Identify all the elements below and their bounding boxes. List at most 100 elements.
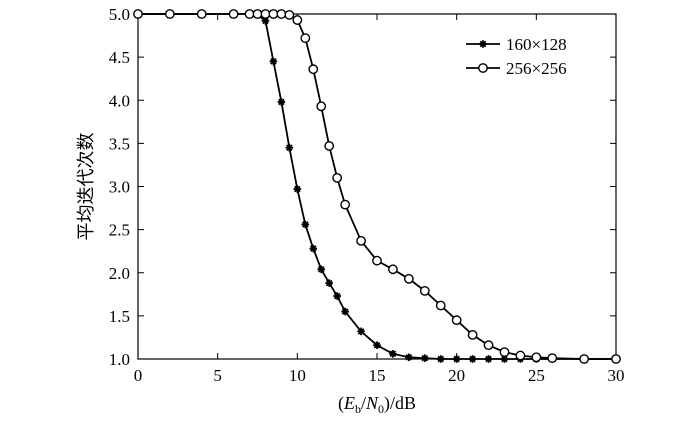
asterisk-stroke [341, 308, 349, 315]
circle-marker [228, 9, 239, 19]
circle-marker [403, 273, 414, 284]
circle-marker [611, 354, 621, 364]
circle-marker [316, 101, 327, 112]
circle-marker [196, 9, 207, 19]
x-axis-label: (Eb/N0)/dB [338, 393, 416, 416]
asterisk-marker [269, 57, 278, 66]
asterisk-stroke [453, 355, 460, 363]
x-tick-label: 15 [369, 366, 386, 385]
asterisk-stroke [469, 355, 476, 363]
asterisk-stroke [325, 279, 333, 287]
circle-marker [515, 350, 526, 361]
asterisk-marker [484, 355, 493, 363]
y-tick-label: 3.0 [109, 178, 130, 197]
asterisk-marker [277, 98, 286, 106]
legend-entry: 160×128 [466, 35, 567, 54]
asterisk-marker [452, 355, 461, 363]
y-axis-ticks: 1.0 1.5 2.0 2.5 3.0 3.5 4.0 4.5 5.0 [109, 5, 616, 369]
circle-marker [356, 235, 366, 246]
asterisk-marker [357, 327, 365, 336]
asterisk-marker [301, 220, 310, 229]
x-tick-label: 30 [608, 366, 625, 385]
circle-marker [260, 9, 271, 19]
asterisk-marker [405, 353, 413, 362]
y-tick-label: 4.0 [109, 91, 130, 110]
asterisk-marker [479, 40, 487, 48]
asterisk-stroke [357, 328, 365, 335]
circle-marker [478, 63, 488, 73]
x-label-e-subscript: b [355, 402, 361, 416]
asterisk-stroke [437, 355, 445, 363]
circle-marker [244, 9, 255, 19]
legend-label: 160×128 [506, 35, 567, 54]
circle-marker [164, 9, 175, 19]
asterisk-stroke [333, 292, 341, 300]
asterisk-marker [317, 265, 326, 274]
asterisk-stroke [286, 144, 293, 152]
x-label-n-subscript: 0 [378, 402, 384, 416]
circle-marker [531, 352, 542, 363]
circle-marker [332, 172, 343, 183]
y-tick-label: 2.5 [109, 221, 130, 240]
asterisk-stroke [485, 355, 492, 363]
asterisk-marker [421, 354, 429, 362]
x-label-slash: / [361, 393, 366, 413]
circle-marker [372, 255, 382, 266]
asterisk-stroke [389, 350, 397, 358]
y-tick-label: 2.0 [109, 264, 130, 283]
asterisk-marker [285, 143, 294, 152]
asterisk-stroke [309, 245, 317, 252]
circle-marker [268, 9, 279, 19]
circle-marker [451, 315, 462, 326]
circle-marker [252, 9, 263, 19]
x-tick-label: 25 [528, 366, 545, 385]
asterisk-stroke [373, 341, 381, 349]
series-layer [133, 9, 621, 364]
legend: 160×128 256×256 [466, 35, 567, 78]
x-label-close: )/dB [384, 393, 416, 414]
x-tick-label: 5 [213, 366, 222, 385]
y-axis-label: 平均迭代次数 [76, 133, 96, 241]
circle-marker [300, 33, 311, 44]
circle-marker [547, 353, 558, 364]
circle-marker [284, 9, 295, 20]
asterisk-marker [293, 185, 302, 193]
asterisk-stroke [278, 98, 285, 106]
legend-entry: 256×256 [466, 59, 567, 78]
x-tick-label: 0 [134, 366, 143, 385]
asterisk-marker [373, 341, 381, 349]
asterisk-stroke [301, 221, 309, 228]
circle-marker [324, 141, 335, 151]
asterisk-stroke [421, 354, 429, 362]
asterisk-marker [468, 355, 477, 363]
asterisk-marker [261, 17, 270, 25]
asterisk-marker [436, 355, 445, 363]
asterisk-marker [333, 292, 341, 300]
circle-marker [419, 285, 430, 296]
asterisk-marker [309, 244, 318, 253]
asterisk-marker [341, 307, 349, 316]
x-label-e: E [343, 393, 355, 413]
y-tick-label: 4.5 [109, 48, 130, 67]
x-label-open: ( [338, 393, 344, 414]
asterisk-marker [389, 350, 397, 358]
asterisk-stroke [262, 17, 269, 25]
circle-marker [308, 64, 319, 75]
legend-label: 256×256 [506, 59, 567, 78]
circle-marker [388, 264, 398, 275]
asterisk-stroke [479, 40, 487, 48]
circle-marker [340, 199, 351, 210]
asterisk-stroke [405, 353, 413, 361]
asterisk-stroke [317, 265, 325, 273]
circle-marker [483, 340, 494, 351]
y-tick-label: 1.0 [109, 350, 130, 369]
circle-marker [579, 354, 590, 364]
circle-marker [292, 15, 303, 25]
asterisk-stroke [294, 185, 301, 193]
x-axis-ticks: 0 5 10 15 20 25 30 [134, 14, 625, 385]
asterisk-marker [325, 279, 333, 287]
x-label-n: N [365, 393, 379, 413]
circle-marker [467, 329, 478, 340]
circle-marker [133, 9, 143, 19]
